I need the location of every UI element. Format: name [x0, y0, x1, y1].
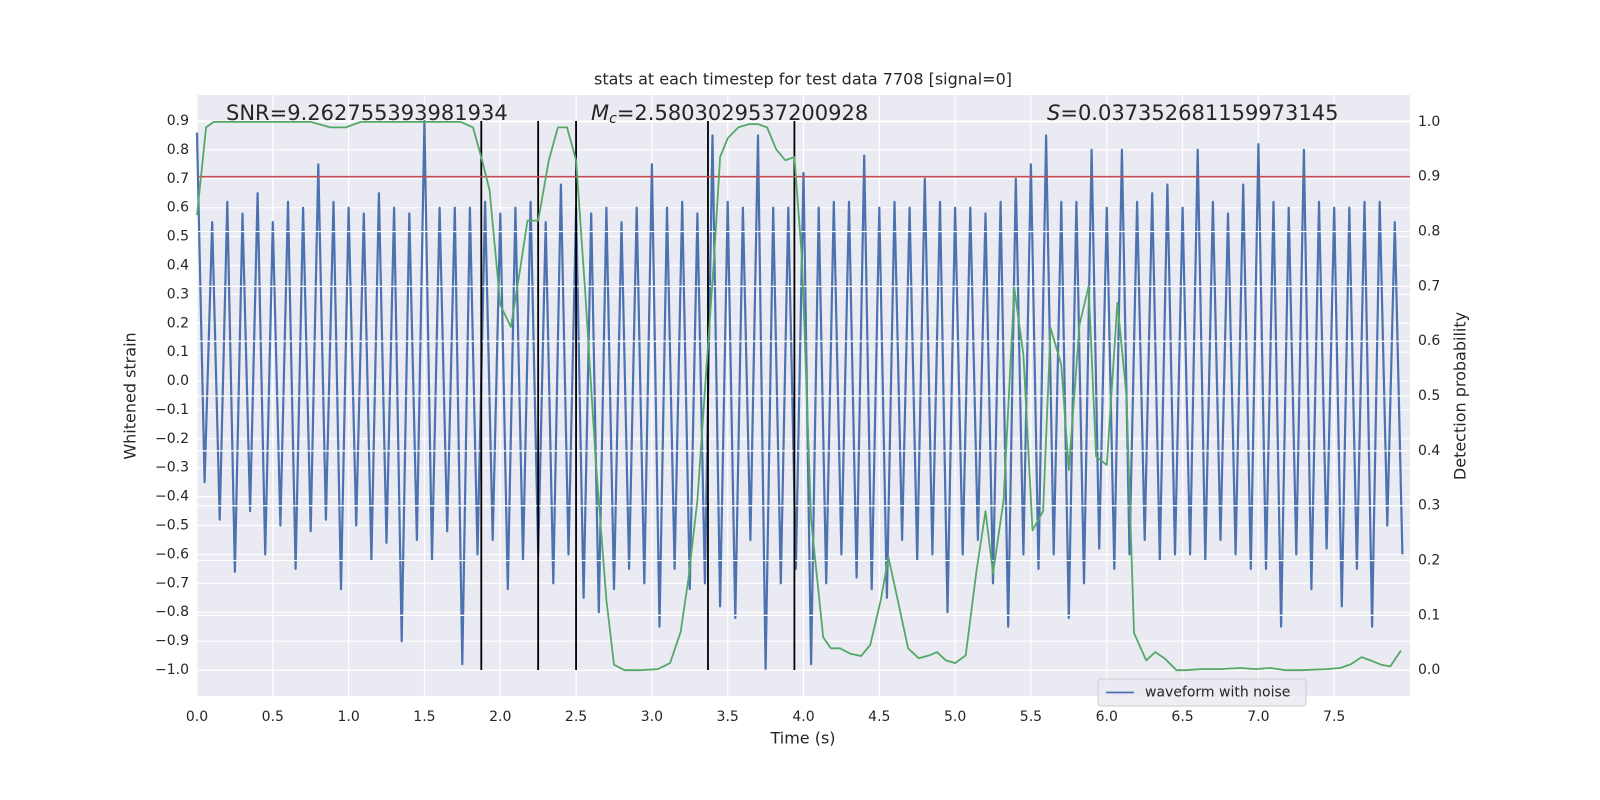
- y2-tick-label: 0.9: [1418, 169, 1440, 185]
- y2-tick-label: 0.2: [1418, 553, 1440, 569]
- y-tick-label: −0.7: [155, 575, 189, 591]
- x-tick-label: 5.5: [1020, 709, 1042, 725]
- annotation: Mc=2.5803029537200928: [591, 101, 868, 127]
- x-tick-label: 7.0: [1247, 709, 1269, 725]
- x-tick-label: 1.5: [413, 709, 435, 725]
- x-tick-label: 6.0: [1096, 709, 1118, 725]
- y2-tick-label: 0.6: [1418, 333, 1440, 349]
- annotation-symbol: S: [1047, 101, 1060, 125]
- y-tick-label: −0.6: [155, 546, 189, 562]
- y2-tick-label: 0.3: [1418, 498, 1440, 514]
- y-tick-label: −0.9: [155, 633, 189, 649]
- x-tick-label: 0.0: [186, 709, 208, 725]
- x-tick-label: 7.5: [1323, 709, 1345, 725]
- x-tick-label: 0.5: [262, 709, 284, 725]
- y-tick-label: −1.0: [155, 662, 189, 678]
- y-tick-label: 0.9: [167, 113, 189, 129]
- annotation-text: =0.037352681159973145: [1060, 101, 1338, 125]
- x-tick-label: 4.5: [868, 709, 890, 725]
- x-tick-label: 5.0: [944, 709, 966, 725]
- y2-tick-label: 0.4: [1418, 443, 1440, 459]
- x-tick-label: 3.0: [641, 709, 663, 725]
- annotation-symbol: M: [591, 101, 609, 125]
- y-tick-label: 0.4: [167, 257, 189, 273]
- y2-tick-label: 0.5: [1418, 388, 1440, 404]
- annotation-text: SNR=9.262755393981934: [226, 101, 508, 125]
- x-tick-label: 2.5: [565, 709, 587, 725]
- annotation: SNR=9.262755393981934: [226, 101, 508, 125]
- y-tick-label: −0.1: [155, 402, 189, 418]
- probability-line: [196, 121, 1402, 672]
- y-tick-label: 0.1: [167, 344, 189, 360]
- legend-label: waveform with noise: [1145, 685, 1290, 701]
- y-tick-label: 0.7: [167, 171, 189, 187]
- x-axis-label: Time (s): [769, 729, 835, 748]
- y2-tick-label: 1.0: [1418, 114, 1440, 130]
- y-tick-label: −0.3: [155, 460, 189, 476]
- y2-tick-label: 0.7: [1418, 278, 1440, 294]
- y2-tick-label: 0.1: [1418, 607, 1440, 623]
- y-tick-label: 0.5: [167, 229, 189, 245]
- y-axis-label: Whitened strain: [121, 332, 140, 459]
- y-tick-label: 0.2: [167, 315, 189, 331]
- y-tick-label: −0.2: [155, 431, 189, 447]
- x-tick-label: 3.5: [717, 709, 739, 725]
- y-tick-label: 0.3: [167, 286, 189, 302]
- annotation-text: =2.5803029537200928: [617, 101, 868, 125]
- waveform-line: [195, 119, 1404, 672]
- annotation: S=0.037352681159973145: [1047, 101, 1338, 125]
- legend-box: [1097, 678, 1307, 707]
- x-tick-label: 4.0: [792, 709, 814, 725]
- y-tick-label: 0.8: [167, 142, 189, 158]
- y-tick-label: −0.8: [155, 604, 189, 620]
- x-tick-label: 2.0: [489, 709, 511, 725]
- y-tick-label: −0.5: [155, 518, 189, 534]
- y2-axis-label: Detection probability: [1451, 312, 1470, 480]
- y-tick-label: 0.6: [167, 200, 189, 216]
- y2-tick-label: 0.8: [1418, 224, 1440, 240]
- y-tick-label: −0.4: [155, 489, 189, 505]
- y2-tick-label: 0.0: [1418, 662, 1440, 678]
- chart-title: stats at each timestep for test data 770…: [594, 70, 1012, 89]
- y-tick-label: 0.0: [167, 373, 189, 389]
- annotation-subscript: c: [609, 111, 617, 127]
- x-tick-label: 1.0: [337, 709, 359, 725]
- x-tick-label: 6.5: [1171, 709, 1193, 725]
